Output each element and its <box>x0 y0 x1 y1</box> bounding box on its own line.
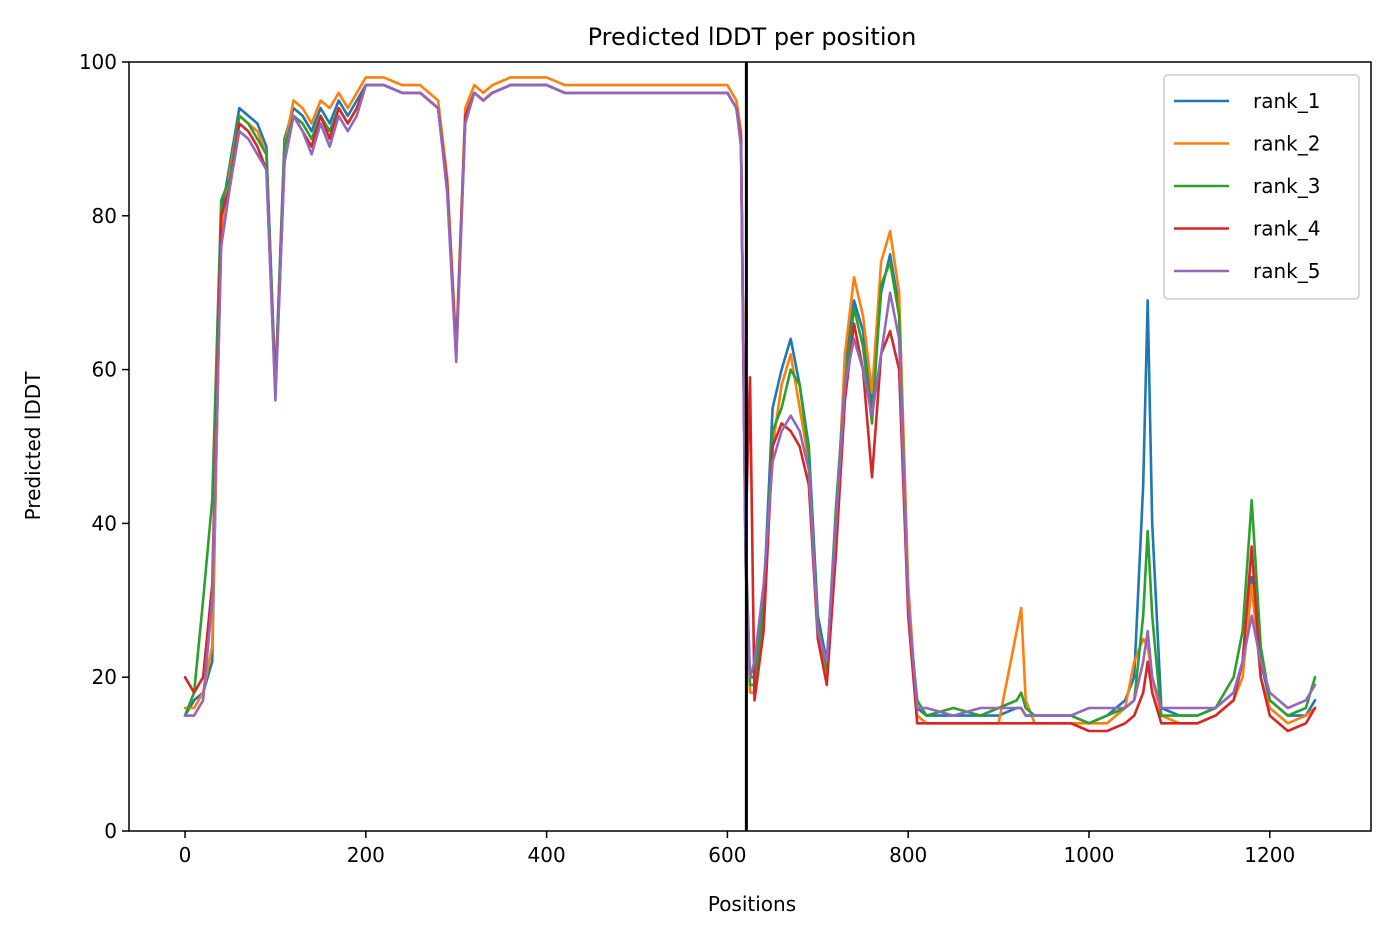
x-tick-label: 800 <box>889 843 927 867</box>
y-axis: 0 20 40 60 80 100 <box>79 50 129 843</box>
x-tick-label: 1000 <box>1064 843 1115 867</box>
legend-items: rank_1 rank_2 rank_3 rank_4 rank_5 <box>1174 89 1320 283</box>
y-tick-label: 40 <box>92 511 117 535</box>
y-tick-label: 80 <box>92 204 117 228</box>
legend-label-rank_5: rank_5 <box>1253 259 1320 283</box>
series-line-rank_5 <box>183 83 1317 717</box>
y-tick-label: 60 <box>92 358 117 382</box>
x-tick-label: 400 <box>528 843 566 867</box>
legend-label-rank_3: rank_3 <box>1253 174 1320 198</box>
x-tick-label: 200 <box>347 843 385 867</box>
legend-label-rank_1: rank_1 <box>1253 89 1320 113</box>
legend-label-rank_4: rank_4 <box>1253 217 1320 241</box>
legend-box <box>1163 74 1360 300</box>
x-axis: 0 200 400 600 800 1000 1200 <box>179 831 1295 867</box>
x-tick-label: 1200 <box>1244 843 1295 867</box>
legend: rank_1 rank_2 rank_3 rank_4 rank_5 <box>1163 74 1360 300</box>
y-tick-label: 20 <box>92 665 117 689</box>
series-line-rank_4 <box>183 83 1317 733</box>
x-tick-label: 0 <box>179 843 192 867</box>
x-tick-label: 600 <box>708 843 746 867</box>
series-line-rank_2 <box>183 76 1317 725</box>
y-axis-label: Predicted lDDT <box>21 371 45 521</box>
y-tick-label: 100 <box>79 50 117 74</box>
legend-label-rank_2: rank_2 <box>1253 132 1320 156</box>
y-tick-label: 0 <box>104 819 117 843</box>
series-layer <box>183 76 1317 733</box>
x-axis-label: Positions <box>708 892 796 916</box>
plot-frame <box>128 61 1372 832</box>
chart-title: Predicted lDDT per position <box>588 23 917 51</box>
